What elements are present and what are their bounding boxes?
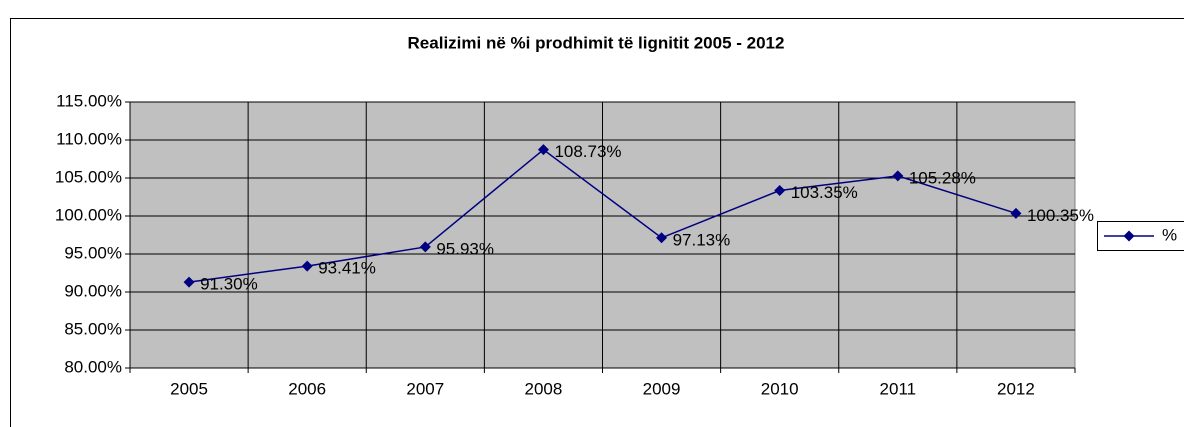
y-tick-label: 100.00% — [55, 205, 122, 224]
data-label: 100.35% — [1027, 206, 1094, 225]
data-point — [774, 185, 786, 197]
legend-marker — [1123, 230, 1135, 242]
data-label: 93.41% — [318, 259, 376, 278]
x-tick-label: 2009 — [643, 379, 681, 398]
x-tick-label: 2012 — [997, 379, 1035, 398]
series-line — [188, 148, 1017, 283]
data-label: 97.13% — [673, 230, 731, 249]
y-tick-label: 80.00% — [64, 357, 122, 376]
y-tick-label: 115.00% — [56, 91, 122, 110]
y-tick-label: 90.00% — [64, 281, 122, 300]
x-tick-label: 2011 — [880, 379, 917, 398]
data-label: 91.30% — [200, 275, 258, 294]
data-point — [301, 260, 313, 272]
x-tick-label: 2008 — [525, 379, 563, 398]
chart-title: Realizimi në %i prodhimit të lignitit 20… — [408, 33, 785, 52]
data-label: 95.93% — [436, 239, 494, 258]
data-point — [537, 144, 549, 156]
y-tick-label: 95.00% — [64, 243, 122, 262]
x-tick-label: 2005 — [170, 379, 208, 398]
data-point — [656, 232, 668, 244]
data-point — [419, 241, 431, 253]
data-label: 105.28% — [909, 168, 976, 187]
legend-label: % — [1162, 225, 1177, 244]
data-point — [1010, 207, 1022, 219]
x-tick-label: 2007 — [406, 379, 444, 398]
data-point — [183, 276, 195, 288]
y-tick-label: 85.00% — [64, 319, 122, 338]
data-label: 103.35% — [791, 183, 858, 202]
x-tick-label: 2010 — [761, 379, 799, 398]
data-label: 108.73% — [554, 142, 621, 161]
y-tick-label: 110.00% — [56, 129, 122, 148]
x-tick-label: 2006 — [288, 379, 326, 398]
data-point — [892, 170, 904, 182]
y-tick-label: 105.00% — [55, 167, 122, 186]
